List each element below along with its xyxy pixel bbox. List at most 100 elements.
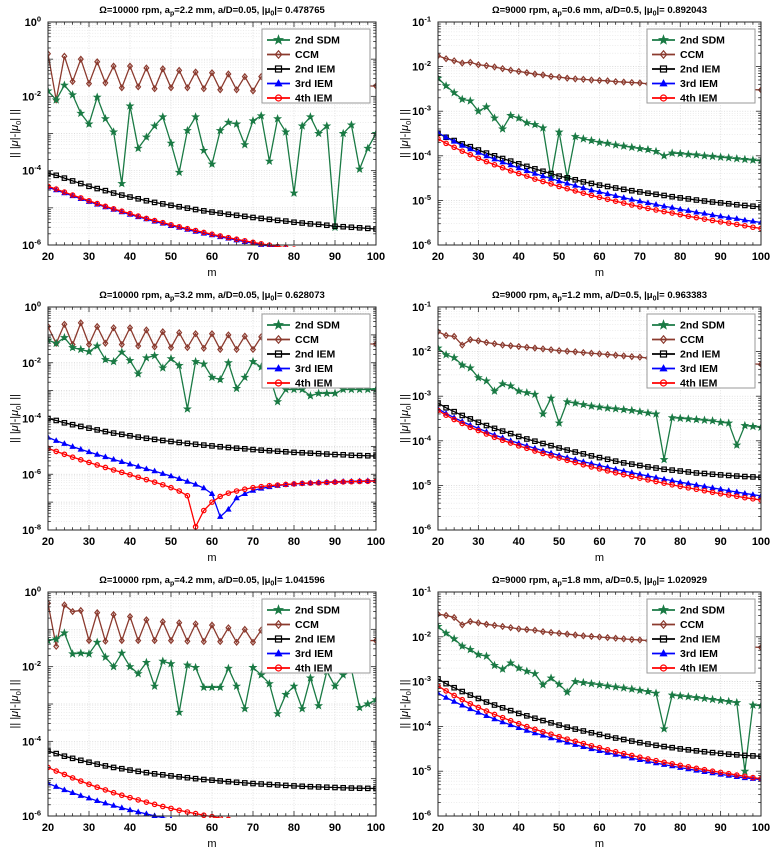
marker-star bbox=[330, 388, 340, 398]
marker-square bbox=[110, 430, 117, 436]
marker-star bbox=[700, 415, 709, 424]
legend[interactable]: 2nd SDM CCM 2nd IEM 3rd IEM 4th IEM bbox=[261, 598, 371, 675]
legend-item-2nd-sdm[interactable]: 2nd SDM bbox=[652, 604, 725, 617]
marker-square bbox=[356, 225, 363, 231]
marker-circle bbox=[701, 766, 708, 773]
marker-triangle bbox=[483, 152, 490, 159]
marker-triangle bbox=[110, 802, 117, 808]
x-tick-label: 30 bbox=[472, 251, 484, 263]
legend-item-4th-iem[interactable]: 4th IEM bbox=[267, 378, 333, 390]
x-tick-label: 90 bbox=[715, 822, 727, 834]
marker-star bbox=[281, 127, 291, 136]
legend[interactable]: 2nd SDM CCM 2nd IEM 3rd IEM 4th IEM bbox=[261, 313, 371, 390]
legend-item-ccm[interactable]: CCM bbox=[267, 334, 319, 346]
marker-star bbox=[490, 113, 499, 122]
marker-triangle bbox=[217, 513, 224, 519]
legend-item-2nd-sdm[interactable]: 2nd SDM bbox=[267, 604, 340, 617]
legend-item-2nd-sdm[interactable]: 2nd SDM bbox=[652, 34, 725, 47]
marker-triangle bbox=[596, 188, 603, 195]
marker-square bbox=[94, 761, 101, 767]
legend-item-ccm[interactable]: CCM bbox=[267, 49, 319, 61]
legend-item-2nd-iem[interactable]: 2nd IEM bbox=[267, 349, 336, 361]
marker-square bbox=[242, 780, 248, 786]
legend-item-2nd-iem[interactable]: 2nd IEM bbox=[267, 634, 336, 646]
marker-star bbox=[465, 644, 475, 654]
marker-triangle bbox=[126, 460, 134, 467]
marker-triangle bbox=[308, 836, 313, 840]
marker-triangle bbox=[357, 256, 362, 260]
marker-square bbox=[637, 462, 643, 469]
legend-item-2nd-iem[interactable]: 2nd IEM bbox=[652, 349, 721, 361]
marker-diamond bbox=[515, 342, 522, 351]
legend-item-3rd-iem[interactable]: 3rd IEM bbox=[267, 363, 333, 375]
marker-triangle bbox=[652, 474, 660, 480]
marker-diamond bbox=[547, 72, 555, 81]
legend-item-4th-iem[interactable]: 4th IEM bbox=[652, 663, 718, 675]
marker-square bbox=[340, 451, 347, 458]
marker-circle bbox=[483, 708, 490, 714]
marker-star bbox=[514, 386, 524, 395]
marker-diamond bbox=[176, 66, 183, 75]
legend-item-4th-iem[interactable]: 4th IEM bbox=[652, 378, 718, 390]
marker-diamond bbox=[274, 49, 283, 60]
marker-circle bbox=[160, 481, 166, 488]
legend[interactable]: 2nd SDM CCM 2nd IEM 3rd IEM 4th IEM bbox=[646, 28, 756, 105]
marker-circle bbox=[201, 812, 207, 818]
legend[interactable]: 2nd SDM CCM 2nd IEM 3rd IEM 4th IEM bbox=[646, 598, 756, 675]
legend-item-3rd-iem[interactable]: 3rd IEM bbox=[652, 78, 718, 90]
marker-square bbox=[580, 179, 587, 185]
marker-triangle bbox=[438, 129, 442, 135]
legend-item-4th-iem[interactable]: 4th IEM bbox=[267, 93, 333, 105]
marker-star bbox=[657, 34, 670, 45]
marker-diamond bbox=[102, 79, 109, 87]
marker-triangle bbox=[283, 834, 288, 838]
legend-item-4th-iem[interactable]: 4th IEM bbox=[652, 93, 718, 105]
legend-label: 3rd IEM bbox=[295, 78, 333, 90]
marker-star bbox=[490, 386, 499, 395]
marker-circle bbox=[515, 720, 522, 727]
legend-item-ccm[interactable]: CCM bbox=[652, 334, 704, 346]
marker-square bbox=[659, 350, 668, 358]
legend-item-2nd-sdm[interactable]: 2nd SDM bbox=[267, 34, 340, 47]
y-tick-label: 10-4 bbox=[412, 433, 432, 448]
legend[interactable]: 2nd SDM CCM 2nd IEM 3rd IEM 4th IEM bbox=[261, 28, 371, 105]
marker-diamond bbox=[274, 334, 283, 345]
marker-square bbox=[661, 743, 667, 750]
legend-item-3rd-iem[interactable]: 3rd IEM bbox=[652, 648, 718, 660]
legend-item-ccm[interactable]: CCM bbox=[267, 619, 319, 631]
marker-triangle bbox=[85, 794, 93, 801]
legend-item-2nd-sdm[interactable]: 2nd SDM bbox=[652, 319, 725, 332]
marker-triangle bbox=[725, 214, 732, 220]
legend-item-2nd-iem[interactable]: 2nd IEM bbox=[652, 634, 721, 646]
y-tick-label: 100 bbox=[25, 585, 41, 600]
marker-star bbox=[578, 677, 588, 687]
marker-diamond bbox=[564, 347, 571, 355]
legend-item-3rd-iem[interactable]: 3rd IEM bbox=[652, 363, 718, 375]
marker-star bbox=[675, 413, 685, 423]
legend-item-2nd-iem[interactable]: 2nd IEM bbox=[652, 64, 721, 76]
marker-circle bbox=[110, 789, 117, 796]
x-tick-label: 60 bbox=[206, 251, 218, 263]
marker-square bbox=[725, 200, 732, 207]
legend-item-4th-iem[interactable]: 4th IEM bbox=[267, 663, 333, 675]
legend[interactable]: 2nd SDM CCM 2nd IEM 3rd IEM 4th IEM bbox=[646, 313, 756, 390]
marker-triangle bbox=[483, 712, 490, 719]
legend-item-ccm[interactable]: CCM bbox=[652, 619, 704, 631]
marker-square bbox=[459, 688, 466, 695]
x-tick-label: 40 bbox=[513, 251, 525, 263]
legend-item-2nd-sdm[interactable]: 2nd SDM bbox=[267, 319, 340, 332]
marker-triangle bbox=[507, 161, 514, 168]
marker-diamond bbox=[467, 336, 474, 344]
legend-item-2nd-iem[interactable]: 2nd IEM bbox=[267, 64, 336, 76]
marker-triangle bbox=[564, 738, 571, 745]
legend-item-3rd-iem[interactable]: 3rd IEM bbox=[267, 78, 333, 90]
marker-triangle bbox=[274, 649, 283, 657]
legend-item-3rd-iem[interactable]: 3rd IEM bbox=[267, 648, 333, 660]
x-tick-label: 30 bbox=[83, 822, 95, 834]
marker-star bbox=[297, 121, 307, 130]
marker-circle bbox=[340, 479, 347, 485]
marker-square bbox=[201, 208, 207, 214]
legend-item-ccm[interactable]: CCM bbox=[652, 49, 704, 61]
legend-label: 3rd IEM bbox=[680, 78, 718, 90]
legend-label: 2nd IEM bbox=[680, 64, 721, 76]
